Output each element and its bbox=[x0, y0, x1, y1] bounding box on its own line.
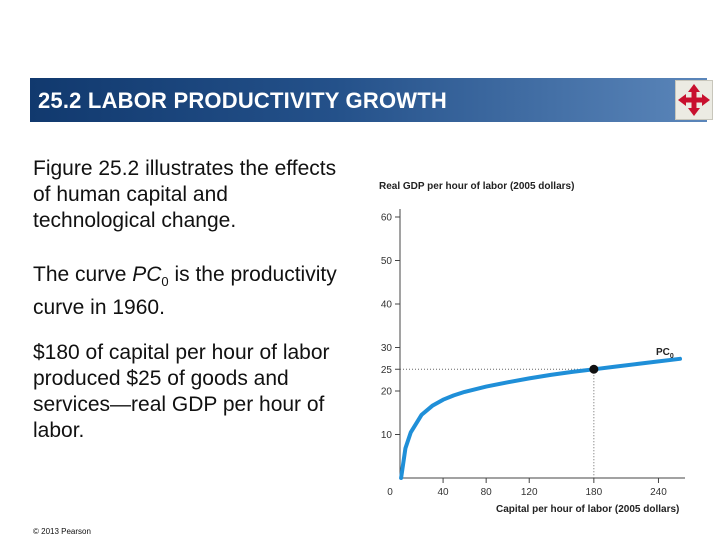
series-label-sub: 0 bbox=[670, 353, 674, 360]
series-label-pc0: PC0 bbox=[656, 347, 674, 360]
x-tick-label: 180 bbox=[586, 487, 603, 498]
title-bar: 25.2 LABOR PRODUCTIVITY GROWTH bbox=[30, 78, 707, 122]
paragraph-curve-post: is the productivity curve in 1960. bbox=[33, 263, 337, 320]
y-tick-label: 25 bbox=[381, 365, 393, 376]
paragraph-intro: Figure 25.2 illustrates the effects of h… bbox=[33, 157, 337, 232]
paragraph-curve-pre: The curve bbox=[33, 263, 133, 286]
page-title: 25.2 LABOR PRODUCTIVITY GROWTH bbox=[38, 88, 447, 113]
y-tick-label: 50 bbox=[381, 256, 393, 267]
highlight-point bbox=[589, 364, 599, 374]
paragraph-example: $180 of capital per hour of labor produc… bbox=[33, 341, 330, 442]
series-label-main: PC bbox=[656, 347, 670, 358]
series-line-pc0 bbox=[399, 356, 682, 480]
y-tick-label: 40 bbox=[381, 300, 393, 311]
x-tick-label: 240 bbox=[650, 487, 667, 498]
x-axis-title: Capital per hour of labor (2005 dollars) bbox=[496, 504, 679, 515]
navigation-button[interactable] bbox=[675, 80, 713, 120]
y-tick-label: 30 bbox=[381, 343, 393, 354]
y-axis-title: Real GDP per hour of labor (2005 dollars… bbox=[379, 181, 574, 192]
x-tick-label: 0 bbox=[387, 487, 393, 498]
copyright-notice: © 2013 Pearson bbox=[33, 527, 91, 536]
curve-variable: PC bbox=[132, 263, 162, 286]
x-tick-label: 120 bbox=[521, 487, 538, 498]
y-tick-label: 10 bbox=[381, 430, 393, 441]
y-tick-label: 60 bbox=[381, 213, 393, 224]
four-way-arrow-icon bbox=[678, 84, 710, 116]
x-tick-label: 40 bbox=[438, 487, 450, 498]
curve-subscript: 0 bbox=[161, 274, 169, 290]
y-tick-label: 20 bbox=[381, 387, 393, 398]
paragraph-curve: The curve PC0 is the productivity curve … bbox=[33, 262, 353, 321]
x-tick-label: 80 bbox=[481, 487, 493, 498]
